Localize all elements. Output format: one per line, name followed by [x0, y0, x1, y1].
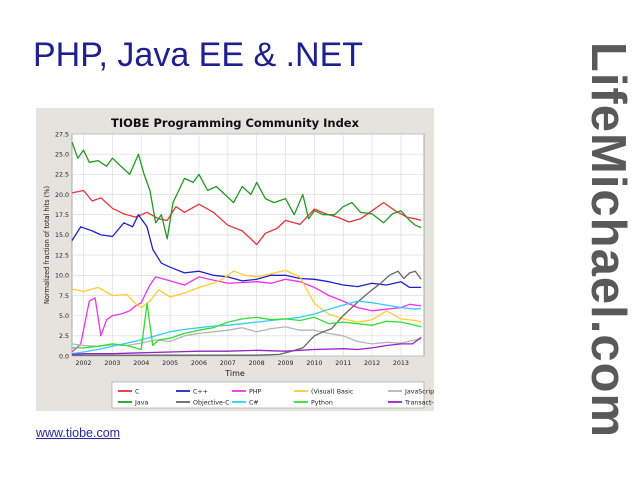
series-lines	[71, 141, 422, 356]
x-tick-label: 2012	[364, 360, 380, 367]
x-tick-label: 2003	[104, 360, 120, 367]
series-line-java	[71, 141, 422, 240]
legend: C C++ PHP (Visual) Basic JavaScript Java Objec…	[118, 388, 434, 406]
chart-panel: TIOBE Programming Community Index 0.0 2.5…	[36, 108, 434, 411]
y-tick-label: 12.5	[55, 252, 69, 259]
x-tick-label: 2008	[249, 360, 265, 367]
legend-label: C#	[249, 399, 259, 406]
series-line-python	[72, 302, 422, 351]
source-link[interactable]: www.tiobe.com	[36, 426, 121, 440]
y-axis-label: Normalized fraction of total hits (%)	[43, 186, 51, 304]
legend-label: Transact-SQL	[404, 399, 434, 406]
legend-label: C	[135, 388, 140, 395]
y-tick-label: 15.0	[55, 232, 69, 239]
series-line-php	[71, 276, 422, 353]
x-tick-label: 2005	[162, 360, 178, 367]
y-tick-label: 27.5	[55, 131, 69, 138]
x-tick-label: 2004	[133, 360, 149, 367]
y-tick-label: 2.5	[59, 333, 69, 340]
x-tick-label: 2011	[335, 360, 351, 367]
x-tick-label: 2002	[76, 360, 92, 367]
x-axis-label: Time	[224, 369, 245, 378]
series-line-c	[71, 300, 422, 355]
legend-box	[111, 381, 425, 409]
x-tick-label: 2013	[393, 360, 409, 367]
y-tick-label: 5.0	[59, 313, 69, 320]
tick-labels: 0.0 2.5 5.0 7.5 10.0 12.5 15.0 17.5 20.0 22.5 25.0…	[55, 131, 409, 367]
y-tick-label: 10.0	[55, 273, 69, 280]
y-tick-label: 20.0	[55, 192, 69, 199]
x-tick-label: 2006	[191, 360, 207, 367]
brand-watermark: LifeMichael.com	[578, 0, 638, 479]
legend-label: C++	[193, 388, 208, 395]
series-line-c	[71, 214, 422, 289]
brand-text: LifeMichael.com	[581, 41, 635, 438]
x-tick-label: 2007	[220, 360, 236, 367]
chart-title: TIOBE Programming Community Index	[111, 116, 360, 130]
slide-title: PHP, Java EE & .NET	[33, 36, 364, 74]
legend-label: Objective-C	[193, 399, 230, 406]
legend-label: JavaScript	[404, 388, 434, 395]
series-line-objective-c	[72, 270, 422, 356]
series-line-visual-basic	[71, 269, 422, 323]
legend-label: Java	[134, 399, 148, 406]
legend-label: Python	[311, 399, 333, 406]
legend-label: (Visual) Basic	[311, 388, 354, 395]
tiobe-chart: TIOBE Programming Community Index 0.0 2.5…	[43, 116, 434, 409]
y-tick-label: 25.0	[55, 151, 69, 158]
y-tick-label: 17.5	[55, 212, 69, 219]
series-line-transact-sql	[71, 336, 422, 356]
y-tick-label: 7.5	[59, 293, 69, 300]
series-line-javascript	[71, 326, 422, 347]
x-tick-label: 2010	[306, 360, 322, 367]
x-tick-label: 2009	[277, 360, 293, 367]
legend-label: PHP	[249, 388, 262, 395]
y-tick-label: 22.5	[55, 172, 69, 179]
y-tick-label: 0.0	[59, 353, 69, 360]
